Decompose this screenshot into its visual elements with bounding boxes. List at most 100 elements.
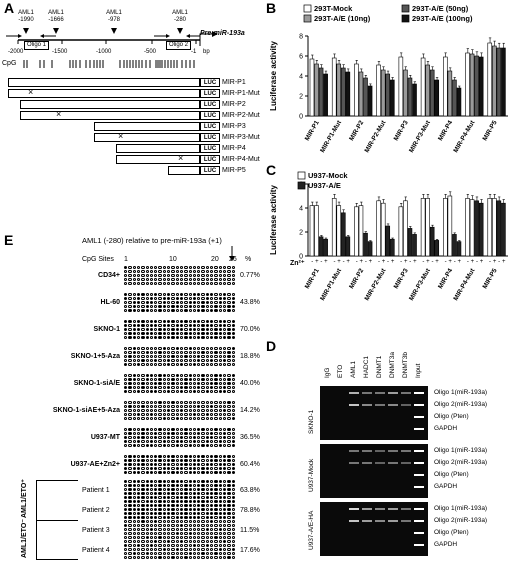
methylated-cpg: [167, 359, 171, 363]
methylated-cpg: [222, 432, 227, 436]
methylated-cpg: [154, 463, 158, 467]
unmethylated-cpg: [179, 401, 184, 405]
unmethylated-cpg: [188, 492, 192, 496]
unmethylated-cpg: [145, 297, 149, 301]
methylated-cpg: [149, 500, 154, 504]
methylated-cpg: [192, 492, 197, 496]
methylated-cpg: [222, 504, 227, 508]
methylated-cpg: [192, 480, 197, 484]
methylated-cpg: [175, 532, 179, 536]
unmethylated-cpg: [218, 409, 222, 413]
methylated-cpg: [145, 336, 149, 340]
unmethylated-cpg: [227, 528, 231, 532]
unmethylated-cpg: [149, 347, 154, 351]
unmethylated-cpg: [197, 548, 201, 552]
methylated-cpg: [210, 492, 214, 496]
unmethylated-cpg: [149, 405, 154, 409]
methylated-cpg: [201, 444, 205, 448]
methylated-cpg: [201, 324, 205, 328]
unmethylated-cpg: [192, 374, 197, 378]
unmethylated-cpg: [227, 293, 231, 297]
unmethylated-cpg: [149, 455, 154, 459]
unmethylated-cpg: [205, 270, 210, 274]
methylated-cpg: [197, 484, 201, 488]
methylated-cpg: [205, 496, 210, 500]
unmethylated-cpg: [149, 520, 154, 524]
methylated-cpg: [136, 496, 141, 500]
unmethylated-cpg: [205, 524, 210, 528]
methylated-cpg: [218, 390, 222, 394]
unmethylated-cpg: [158, 552, 162, 556]
unmethylated-cpg: [128, 293, 132, 297]
unmethylated-cpg: [210, 297, 214, 301]
bar: [354, 63, 359, 117]
methylated-cpg: [201, 305, 205, 309]
methylated-cpg: [175, 297, 179, 301]
unmethylated-cpg: [197, 274, 201, 278]
unmethylated-cpg: [149, 492, 154, 496]
unmethylated-cpg: [171, 440, 175, 444]
unmethylated-cpg: [136, 556, 141, 560]
methylated-cpg: [197, 355, 201, 359]
methylated-cpg: [136, 440, 141, 444]
methylated-cpg: [197, 512, 201, 516]
unmethylated-cpg: [227, 297, 231, 301]
unmethylated-cpg: [124, 374, 128, 378]
bar: [429, 226, 435, 257]
methylated-cpg: [192, 516, 197, 520]
unmethylated-cpg: [197, 552, 201, 556]
methylated-cpg: [231, 463, 235, 467]
methylated-cpg: [184, 320, 188, 324]
unmethylated-cpg: [231, 401, 235, 405]
methylated-cpg: [210, 382, 214, 386]
methylated-cpg: [154, 293, 158, 297]
unmethylated-cpg: [136, 405, 141, 409]
methylated-cpg: [136, 467, 141, 471]
unmethylated-cpg: [128, 536, 132, 540]
luc-box: LUC: [200, 122, 220, 131]
unmethylated-cpg: [210, 363, 214, 367]
methylated-cpg: [141, 512, 145, 516]
bar: [331, 198, 337, 257]
unmethylated-cpg: [154, 500, 158, 504]
bar: [420, 198, 426, 257]
unmethylated-cpg: [162, 459, 167, 463]
methylated-cpg: [227, 459, 231, 463]
unmethylated-cpg: [179, 432, 184, 436]
gel-band: [414, 462, 424, 464]
unmethylated-cpg: [149, 355, 154, 359]
band-row-label: Oligo 2(miR-193a): [434, 459, 488, 466]
zn-sign: +: [480, 259, 484, 265]
methylated-cpg: [128, 508, 132, 512]
methylated-cpg: [128, 320, 132, 324]
unmethylated-cpg: [184, 363, 188, 367]
methylated-cpg: [128, 309, 132, 313]
unmethylated-cpg: [192, 532, 197, 536]
unmethylated-cpg: [154, 378, 158, 382]
methylated-cpg: [128, 336, 132, 340]
methylated-cpg: [222, 324, 227, 328]
unmethylated-cpg: [167, 536, 171, 540]
unmethylated-cpg: [188, 390, 192, 394]
unmethylated-cpg: [171, 347, 175, 351]
methylated-cpg: [149, 504, 154, 508]
methylated-cpg: [132, 301, 136, 305]
unmethylated-cpg: [162, 266, 167, 270]
unmethylated-cpg: [124, 532, 128, 536]
methylated-cpg: [231, 500, 235, 504]
unmethylated-cpg: [205, 428, 210, 432]
methylated-cpg: [162, 324, 167, 328]
methylated-cpg: [184, 504, 188, 508]
methylated-cpg: [188, 347, 192, 351]
methylated-cpg: [210, 386, 214, 390]
unmethylated-cpg: [231, 386, 235, 390]
lane-label: IgG: [324, 367, 331, 378]
methylated-cpg: [205, 471, 210, 475]
unmethylated-cpg: [197, 480, 201, 484]
methylated-cpg: [171, 556, 175, 560]
unmethylated-cpg: [124, 336, 128, 340]
unmethylated-cpg: [162, 359, 167, 363]
unmethylated-cpg: [136, 432, 141, 436]
unmethylated-cpg: [124, 455, 128, 459]
cell-line-label: SKNO-1: [308, 409, 315, 434]
